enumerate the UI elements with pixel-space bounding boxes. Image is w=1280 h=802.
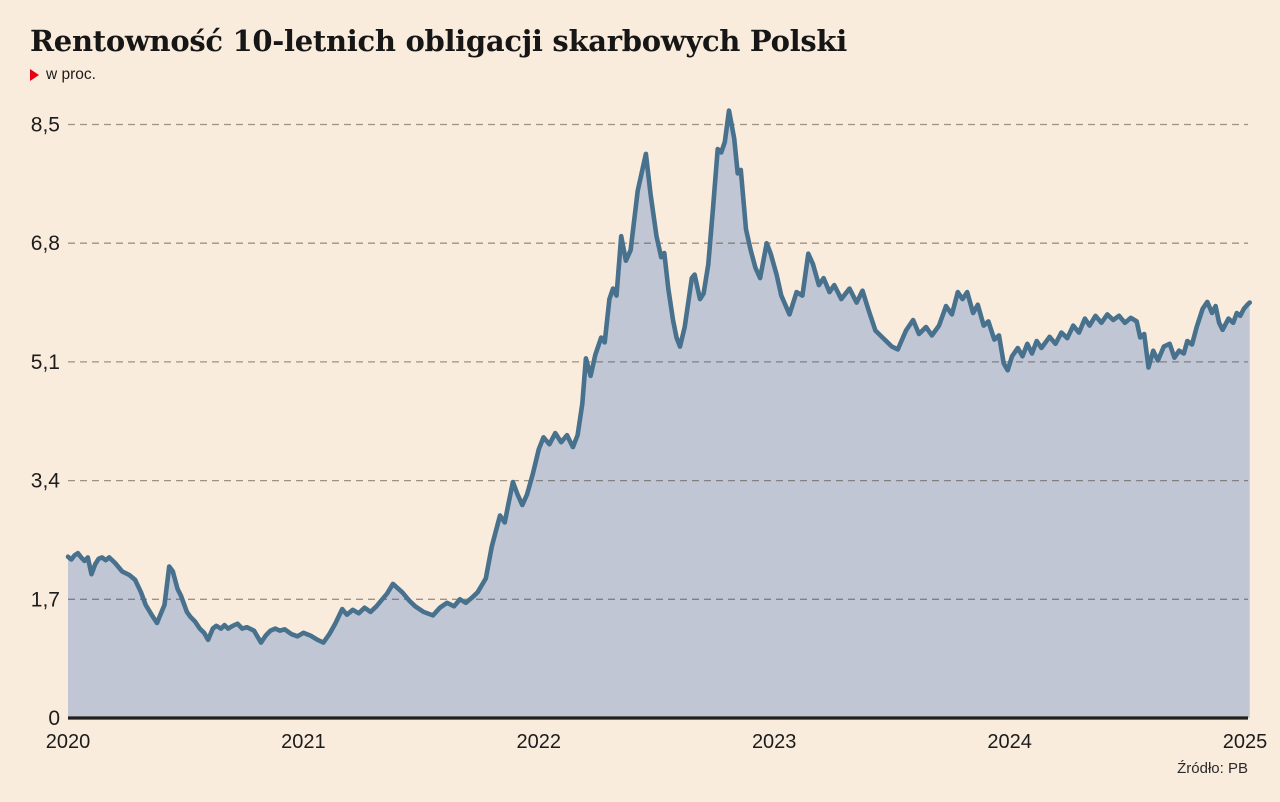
x-tick-label: 2025 xyxy=(1223,731,1268,753)
y-tick-label: 6,8 xyxy=(31,232,60,255)
y-tick-label: 1,7 xyxy=(31,588,60,611)
y-tick-label: 5,1 xyxy=(31,351,60,374)
series-line xyxy=(65,108,1252,645)
x-tick-label: 2021 xyxy=(281,731,326,753)
x-tick-label: 2024 xyxy=(987,731,1032,753)
subtitle-label: w proc. xyxy=(46,66,96,83)
y-tick-label: 8,5 xyxy=(31,114,60,137)
area-fill xyxy=(68,110,1250,719)
chart-subtitle: w proc. xyxy=(30,66,96,84)
page-title: Rentowność 10-letnich obligacji skarbowy… xyxy=(30,24,847,58)
x-tick-label: 2022 xyxy=(517,731,562,753)
y-tick-label: 3,4 xyxy=(31,470,61,493)
y-tick-label: 0 xyxy=(48,707,60,730)
red-triangle-icon xyxy=(30,69,39,81)
source-note: Źródło: PB xyxy=(1177,760,1248,777)
x-tick-label: 2023 xyxy=(752,731,797,753)
x-tick-label: 2020 xyxy=(46,731,91,753)
